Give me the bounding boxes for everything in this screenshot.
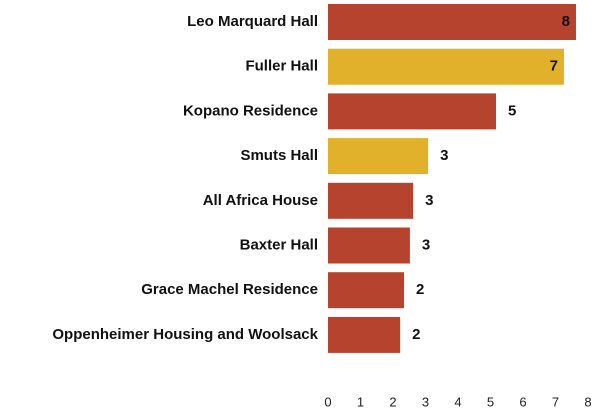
x-tick-label: 6: [519, 394, 526, 409]
bar: [328, 48, 564, 85]
category-label: Grace Machel Residence: [141, 281, 318, 298]
category-label: Oppenheimer Housing and Woolsack: [52, 326, 318, 343]
value-label: 7: [550, 58, 558, 75]
value-label: 3: [422, 236, 430, 253]
x-tick-label: 5: [487, 394, 494, 409]
value-label: 3: [440, 147, 448, 164]
category-label: Baxter Hall: [240, 236, 318, 253]
bar: [328, 316, 401, 353]
value-label: 8: [562, 13, 570, 30]
bar: [328, 4, 576, 40]
category-label: All Africa House: [203, 192, 318, 209]
bar: [328, 182, 414, 219]
x-tick-label: 7: [552, 394, 559, 409]
category-label: Kopano Residence: [183, 102, 318, 119]
x-tick-label: 8: [584, 394, 591, 409]
bar: [328, 93, 497, 130]
x-tick-label: 0: [324, 394, 331, 409]
bar: [328, 138, 429, 175]
category-label: Leo Marquard Hall: [187, 13, 318, 30]
x-tick-label: 4: [454, 394, 461, 409]
value-label: 2: [416, 281, 424, 298]
x-tick-label: 2: [389, 394, 396, 409]
value-label: 2: [412, 326, 420, 343]
bar: [328, 272, 405, 309]
category-label: Fuller Hall: [245, 58, 318, 75]
category-label: Smuts Hall: [240, 147, 318, 164]
bar: [328, 227, 410, 264]
x-tick-label: 1: [357, 394, 364, 409]
value-label: 3: [425, 192, 433, 209]
value-label: 5: [508, 102, 516, 119]
x-tick-label: 3: [422, 394, 429, 409]
